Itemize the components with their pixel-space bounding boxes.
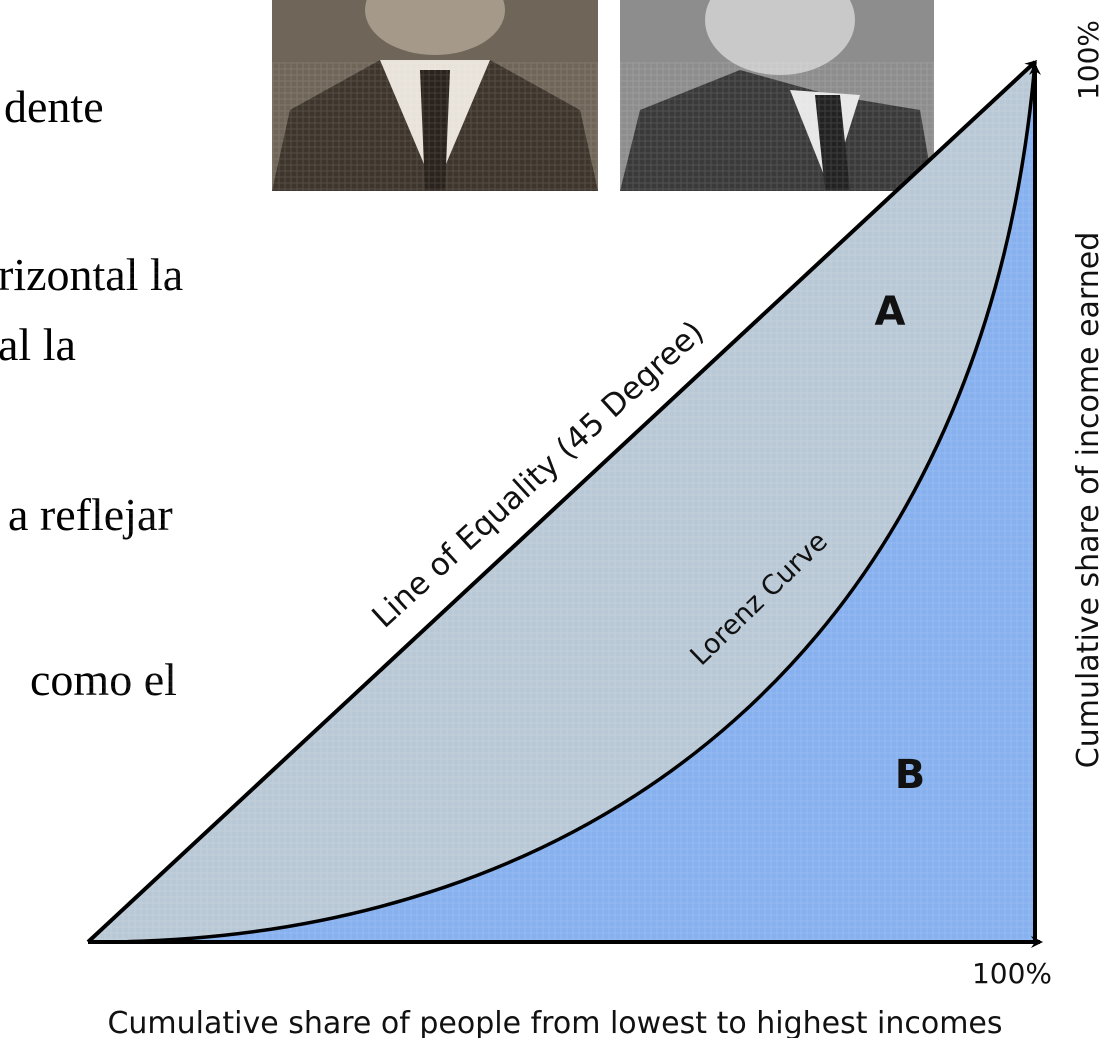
x-axis-label: Cumulative share of people from lowest t… (107, 1006, 1002, 1038)
area-label: A (875, 289, 906, 335)
y-axis-label: Cumulative share of income earned (1071, 232, 1106, 768)
area-label: B (895, 752, 926, 798)
equality-line (86, 59, 1038, 944)
lorenz-curve (87, 61, 1037, 944)
x-end-label: 100% (972, 957, 1052, 990)
y-end-label: 100% (1072, 20, 1105, 100)
lorenz-diagram: Line of Equality (45 Degree) Lorenz Curv… (86, 20, 1106, 1038)
slide-text: al la (0, 319, 76, 370)
slide-text: dente (4, 81, 104, 132)
